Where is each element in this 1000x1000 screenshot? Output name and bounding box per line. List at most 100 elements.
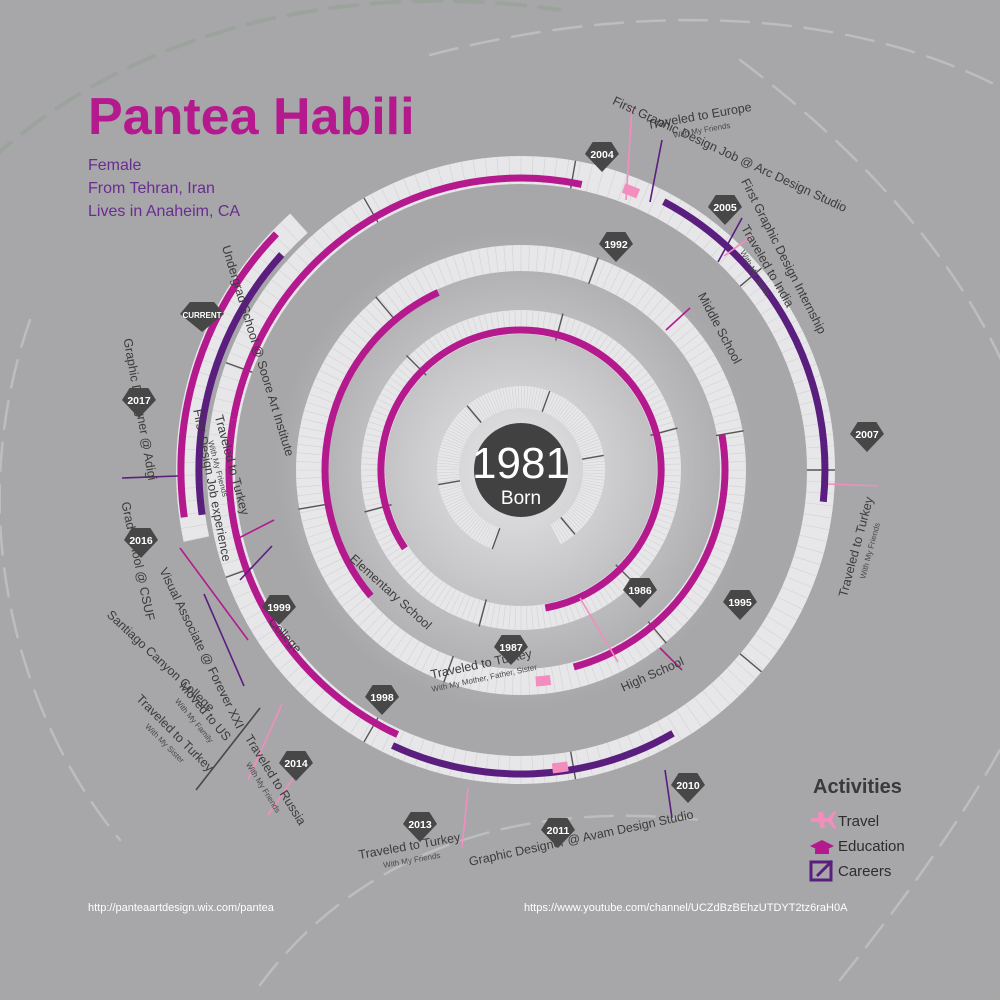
ring-fine-lines — [175, 213, 308, 542]
year-marker-tag — [671, 773, 705, 803]
legend-education-label: Education — [838, 838, 905, 855]
year-marker-label: 2014 — [284, 758, 308, 770]
year-tick — [443, 655, 454, 683]
year-marker-label: 1992 — [604, 239, 628, 251]
career-leader-line — [649, 139, 663, 203]
ring-fine-lines — [207, 156, 835, 784]
year-marker: 2016 — [124, 528, 158, 558]
year-tick — [581, 454, 604, 460]
profile-line-origin: From Tehran, Iran — [88, 180, 215, 197]
education-bar — [321, 289, 440, 599]
education-bar — [177, 231, 279, 518]
year-marker-label: 1986 — [628, 585, 652, 597]
year-marker-label: 2010 — [676, 780, 700, 792]
background-dash-arc — [0, 0, 562, 155]
year-marker: 2005 — [708, 195, 742, 225]
travel-bar — [621, 183, 641, 199]
pencil-box-icon — [809, 859, 834, 882]
year-marker-label: 2007 — [855, 429, 879, 441]
background-dash-arc — [428, 18, 1000, 89]
background-dash-arc — [738, 58, 1000, 361]
education-bar — [229, 174, 583, 420]
background-dash-arc — [838, 747, 1000, 982]
year-marker-tag — [723, 590, 757, 620]
website-link[interactable]: http://panteaartdesign.wix.com/pantea — [88, 902, 275, 914]
year-marker: 2004 — [585, 142, 619, 172]
career-leader-line — [664, 769, 673, 819]
year-marker-label: 2005 — [713, 202, 737, 214]
profile-line-residence: Lives in Anaheim, CA — [88, 203, 240, 220]
travel-leader-line — [723, 235, 753, 257]
year-tick — [491, 528, 501, 550]
year-marker-tag — [262, 595, 296, 625]
education-bar — [544, 335, 665, 612]
profile-name: Pantea Habili — [88, 88, 415, 146]
year-tick — [438, 480, 461, 486]
travel-leader-line — [461, 787, 469, 849]
activity-bars — [177, 174, 829, 778]
year-marker-label: 2004 — [590, 149, 614, 161]
youtube-link[interactable]: https://www.youtube.com/channel/UCZdBzBE… — [524, 902, 848, 914]
year-marker: 2013 — [403, 812, 437, 842]
career-leader-line — [121, 475, 179, 479]
year-marker-tag — [850, 422, 884, 452]
background-dash-arc — [0, 318, 122, 842]
year-marker-tag — [494, 635, 528, 665]
career-leader-line — [239, 545, 273, 581]
center-born: 1981 Born — [472, 423, 570, 517]
year-tick — [541, 390, 551, 412]
year-marker: 1992 — [599, 232, 633, 262]
year-marker: 1986 — [623, 578, 657, 608]
graduation-cap-icon — [810, 840, 834, 854]
year-tick — [478, 599, 487, 627]
career-bar — [195, 252, 285, 516]
leader-lines — [121, 107, 879, 849]
legend-travel-label: Travel — [838, 813, 879, 830]
year-marker: 1998 — [365, 685, 399, 715]
travel-bar — [535, 674, 552, 687]
year-marker: 2011 — [541, 818, 575, 848]
year-tick — [560, 517, 576, 535]
legend-careers-label: Careers — [838, 863, 891, 880]
ring-ticks — [225, 160, 835, 780]
profile-line-gender: Female — [88, 157, 141, 174]
year-marker-label: 2017 — [127, 395, 151, 407]
year-marker-tag — [124, 528, 158, 558]
year-marker-tag — [599, 232, 633, 262]
travel-leader-line — [247, 703, 283, 781]
year-marker-label: 2011 — [547, 825, 570, 837]
education-leader-line — [179, 547, 249, 641]
legend-title: Activities — [813, 776, 902, 798]
year-marker: 2007 — [850, 422, 884, 452]
year-marker-tag — [279, 751, 313, 781]
year-marker-label: 1987 — [499, 642, 523, 654]
spiral-rings — [175, 156, 835, 784]
career-bar — [662, 198, 829, 503]
year-tick — [375, 296, 395, 319]
year-marker-tag — [180, 302, 224, 332]
background-dash-arc — [258, 814, 702, 987]
year-marker: 1987 — [494, 635, 528, 665]
year-marker: 2014 — [279, 751, 313, 781]
ring-band — [176, 213, 308, 542]
year-marker-tag — [708, 195, 742, 225]
education-leader-line — [659, 647, 683, 671]
career-leader-line — [717, 217, 743, 263]
travel-bar — [551, 761, 569, 774]
year-tick — [298, 503, 327, 510]
year-marker: 1999 — [262, 595, 296, 625]
year-tick — [466, 405, 482, 423]
year-marker-label: 1999 — [267, 602, 291, 614]
career-bar — [391, 730, 675, 778]
year-marker-tag — [623, 578, 657, 608]
year-marker: 2010 — [671, 773, 705, 803]
center-year: 1981 — [472, 439, 570, 488]
education-bar — [572, 433, 729, 671]
year-markers: 1986 1987 1992 1995 1998 1999 2004 2005 2007 2010… — [122, 142, 884, 848]
year-marker-tag — [365, 685, 399, 715]
year-tick — [715, 430, 744, 437]
year-marker-label: 1995 — [728, 597, 752, 609]
